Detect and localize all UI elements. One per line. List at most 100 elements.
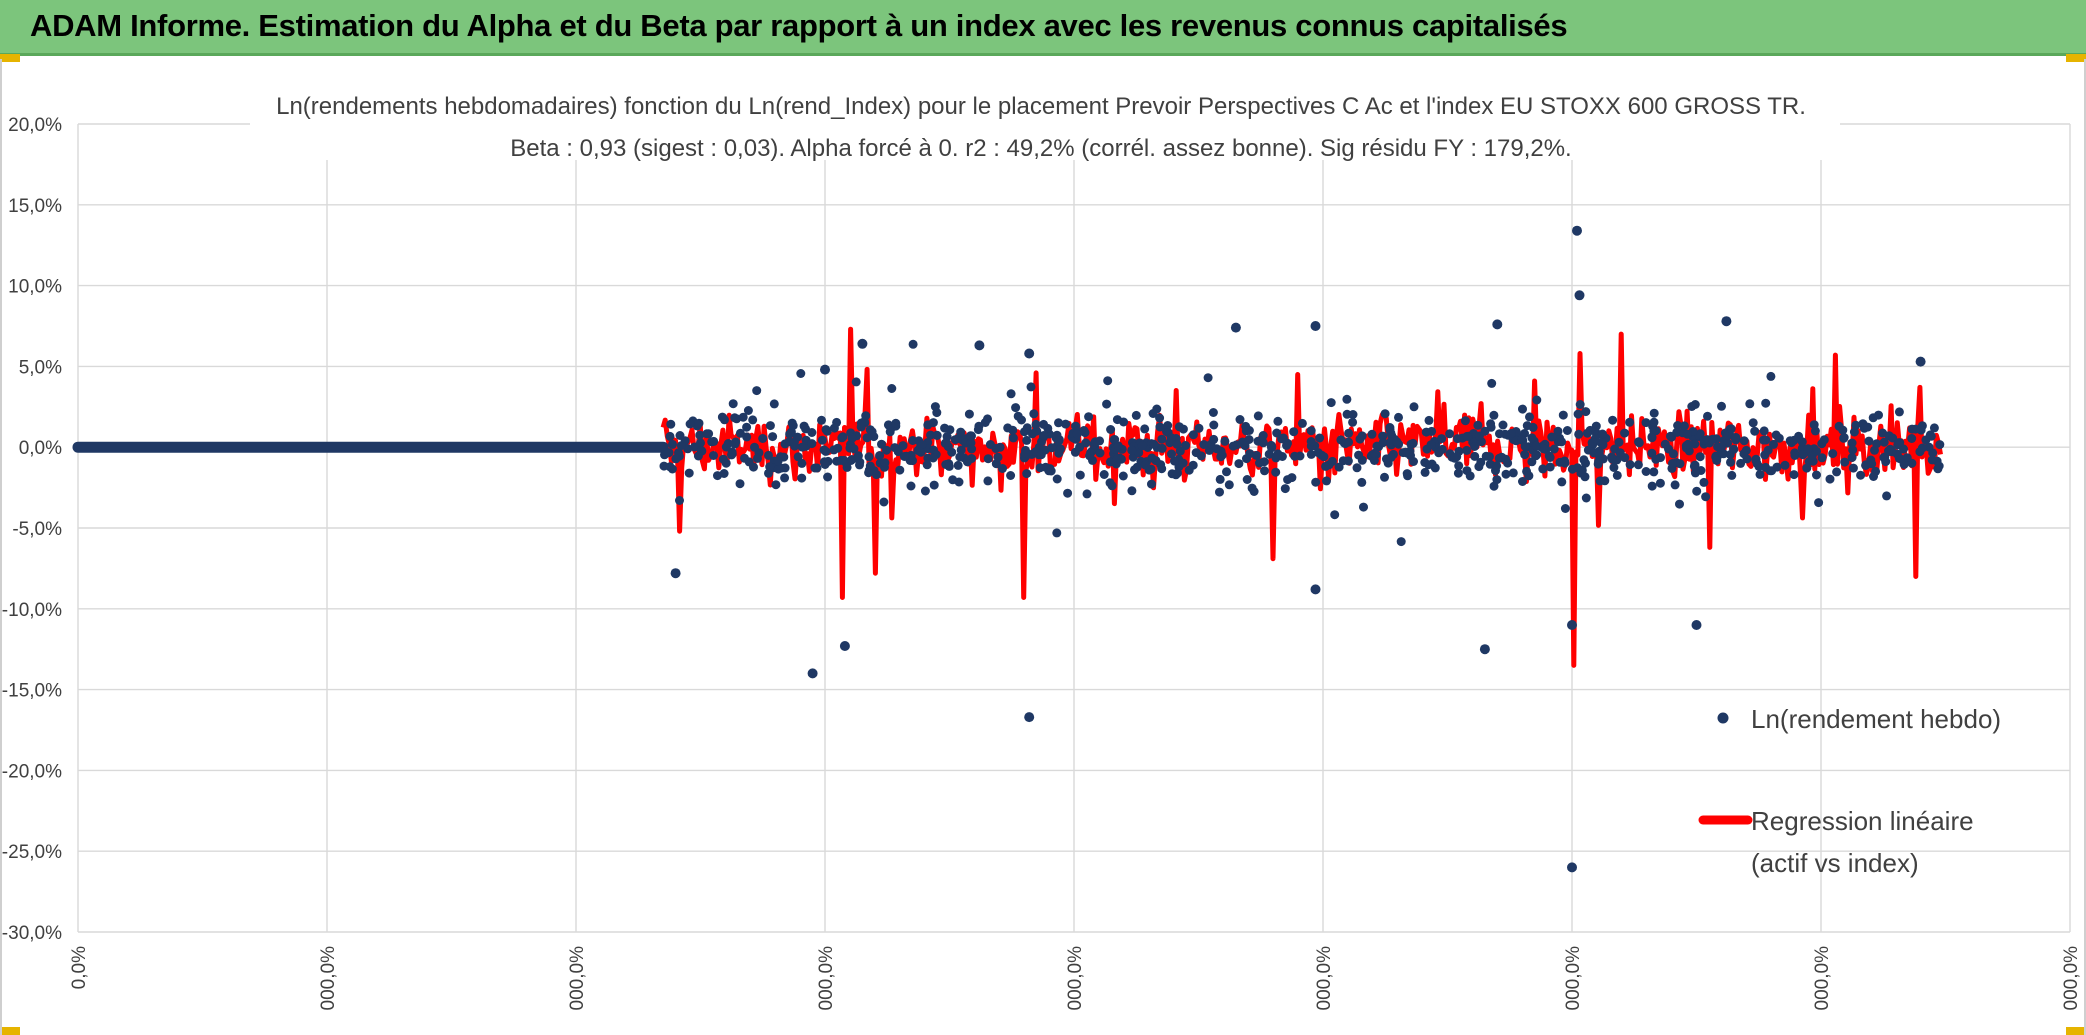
data-point <box>940 423 950 433</box>
data-point <box>1867 459 1877 469</box>
data-point <box>1790 451 1800 460</box>
data-point <box>768 432 778 442</box>
data-point <box>764 450 773 460</box>
data-point <box>821 425 831 435</box>
corner-marker <box>2066 1027 2086 1035</box>
data-point <box>1803 444 1813 454</box>
data-point <box>947 447 957 457</box>
data-point <box>1690 468 1700 478</box>
data-point <box>1047 443 1057 453</box>
data-point <box>893 447 903 457</box>
data-point <box>1647 481 1657 491</box>
data-point <box>1306 449 1316 459</box>
data-point <box>1470 451 1480 461</box>
data-point <box>1224 480 1234 490</box>
data-point <box>1520 441 1530 451</box>
data-point-outlier <box>1691 620 1702 630</box>
data-point <box>1137 441 1147 451</box>
data-point <box>847 433 857 443</box>
data-point <box>1072 429 1082 439</box>
data-point <box>1106 425 1116 434</box>
data-point <box>823 472 833 482</box>
data-point <box>891 418 901 428</box>
data-point <box>1289 427 1299 437</box>
corner-marker <box>2066 54 2086 62</box>
data-point <box>1273 416 1283 426</box>
chart-title: Ln(rendements hebdomadaires) fonction du… <box>276 93 1806 120</box>
data-point <box>1766 371 1776 381</box>
data-point <box>991 444 1001 453</box>
y-tick-label: -25,0% <box>2 842 62 863</box>
data-point <box>833 443 843 453</box>
data-point <box>1487 378 1497 388</box>
data-point <box>671 454 681 464</box>
data-point <box>1006 389 1016 399</box>
data-point <box>1832 467 1842 477</box>
data-point <box>718 454 728 464</box>
data-point <box>1736 458 1746 468</box>
data-point <box>1170 456 1179 466</box>
data-point <box>675 431 685 440</box>
data-point <box>1849 427 1859 437</box>
data-point <box>956 445 966 455</box>
data-point <box>1729 444 1739 454</box>
data-point <box>1532 441 1541 451</box>
data-point-outlier <box>1492 319 1503 330</box>
data-point <box>1148 409 1158 418</box>
x-tick-label: 000,0% <box>1314 946 1335 1011</box>
y-tick-label: 0,0% <box>19 438 62 459</box>
data-point <box>1102 399 1112 409</box>
data-point <box>1500 429 1510 439</box>
data-point <box>920 486 930 496</box>
data-point <box>1673 421 1683 430</box>
data-point <box>1486 419 1496 429</box>
data-point <box>1327 456 1337 466</box>
data-point <box>1625 460 1635 470</box>
data-point <box>1194 423 1204 433</box>
x-axis-tick-labels: 0,0% 000,0% 000,0% 000,0% 000,0% 000,0% 000,0%… <box>69 946 2082 1011</box>
data-point <box>1755 469 1765 479</box>
data-point <box>1017 415 1026 425</box>
data-point <box>1518 404 1527 414</box>
data-point-outlier <box>820 364 830 375</box>
data-point <box>817 415 826 425</box>
data-point <box>1131 410 1141 420</box>
data-point <box>1151 456 1161 466</box>
data-point <box>1228 441 1238 451</box>
data-point <box>1620 428 1630 438</box>
data-point <box>1655 478 1665 488</box>
data-point <box>758 434 768 443</box>
data-point-outlier <box>1024 348 1035 359</box>
data-point-outlier <box>1567 862 1577 873</box>
data-point <box>1748 418 1758 428</box>
data-point <box>1112 454 1122 464</box>
data-point-outlier <box>670 568 681 579</box>
data-point <box>1082 489 1092 499</box>
data-point <box>728 399 738 409</box>
data-point <box>1330 510 1340 520</box>
data-point <box>847 455 857 464</box>
data-point <box>1026 382 1036 392</box>
data-point <box>895 465 905 475</box>
data-point <box>1370 448 1380 458</box>
data-point <box>1581 493 1591 503</box>
data-point <box>856 418 866 428</box>
data-point <box>1242 475 1252 484</box>
data-point <box>1462 431 1472 441</box>
data-point <box>1140 460 1150 470</box>
data-point <box>1727 470 1737 480</box>
data-point <box>1675 459 1685 469</box>
data-point <box>1095 448 1105 458</box>
data-point <box>1759 426 1769 436</box>
data-point <box>879 497 889 507</box>
data-point <box>1878 428 1888 438</box>
data-point <box>882 445 891 455</box>
data-point <box>1348 417 1358 427</box>
data-point <box>1334 462 1344 472</box>
data-point <box>1355 434 1365 444</box>
data-point <box>1692 486 1702 496</box>
data-point <box>998 464 1007 473</box>
data-point <box>732 414 742 424</box>
data-point <box>1234 459 1244 469</box>
data-point <box>1437 434 1447 444</box>
